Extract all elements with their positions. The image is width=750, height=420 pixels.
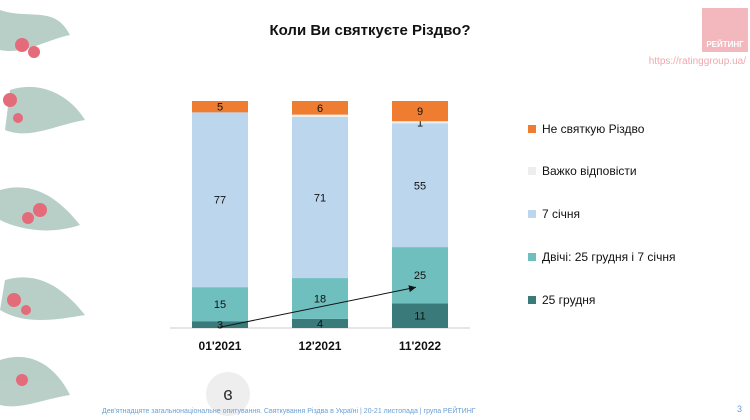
bar-segment-dec25-0 [192, 321, 248, 328]
legend-swatch-both [528, 253, 536, 261]
trend-arrow-head [408, 285, 416, 293]
round-logo-icon: ɞ [206, 372, 250, 416]
bar-segment-not-2 [392, 101, 448, 122]
bar-segment-hard-1 [292, 114, 348, 117]
bar-segment-hard-2 [392, 121, 448, 124]
bar-label-both-2: 25 [414, 270, 426, 282]
legend-label-dec25: 25 грудня [542, 293, 596, 307]
logo-text: РЕЙТИНГ [706, 40, 744, 49]
legend-item-hard: Важко відповісти [528, 164, 637, 178]
bar-segment-jan7-2 [392, 123, 448, 248]
bar-label-both-1: 18 [314, 293, 326, 305]
bar-label-dec25-1: 4 [317, 318, 323, 330]
bar-segment-jan7-1 [292, 116, 348, 279]
bar-segment-both-0 [192, 287, 248, 322]
legend-label-hard: Важко відповісти [542, 164, 637, 178]
bar-segment-dec25-2 [392, 303, 448, 328]
legend-swatch-not [528, 125, 536, 133]
bar-label-both-0: 15 [214, 299, 226, 311]
bar-label-dec25-0: 3 [217, 320, 223, 332]
bar-label-jan7-0: 77 [214, 195, 226, 207]
bar-label-hard-2: 1 [417, 117, 423, 129]
bar-segment-both-1 [292, 278, 348, 319]
footer-text: Дев'ятнадцяте загальнонаціональне опитув… [102, 408, 476, 415]
x-tick-label-1: 12'2021 [299, 339, 342, 353]
bar-segment-both-2 [392, 247, 448, 304]
legend-swatch-hard [528, 167, 536, 175]
legend-item-both: Двічі: 25 грудня і 7 січня [528, 250, 675, 264]
legend-item-jan7: 7 січня [528, 207, 580, 221]
bar-label-jan7-1: 71 [314, 192, 326, 204]
bar-segment-jan7-0 [192, 112, 248, 288]
legend-label-not: Не святкую Різдво [542, 122, 645, 136]
trend-arrow-line [219, 286, 417, 328]
x-tick-label-2: 11'2022 [399, 339, 442, 353]
legend-label-jan7: 7 січня [542, 207, 581, 221]
bar-label-jan7-2: 55 [414, 180, 426, 192]
x-tick-label-0: 01'2021 [199, 339, 242, 353]
legend-item-dec25: 25 грудня [528, 293, 595, 307]
holly-decoration [0, 10, 85, 407]
bar-segment-not-1 [292, 101, 348, 115]
page-number: 3 [736, 404, 742, 414]
bar-segment-dec25-1 [292, 318, 348, 328]
site-url[interactable]: https://ratinggroup.ua/ [648, 56, 746, 67]
legend-swatch-dec25 [528, 296, 536, 304]
bar-label-not-0: 5 [217, 102, 223, 114]
chart-title: Коли Ви святкуєте Різдво? [269, 22, 471, 39]
legend-item-not: Не святкую Різдво [528, 122, 644, 136]
bar-label-not-2: 9 [417, 106, 423, 118]
bar-segment-not-0 [192, 101, 248, 113]
legend-label-both: Двічі: 25 грудня і 7 січня [542, 250, 676, 264]
bar-label-not-1: 6 [317, 103, 323, 115]
rating-logo: РЕЙТИНГ [702, 8, 748, 52]
legend-swatch-jan7 [528, 210, 536, 218]
bar-label-dec25-2: 11 [414, 311, 425, 323]
